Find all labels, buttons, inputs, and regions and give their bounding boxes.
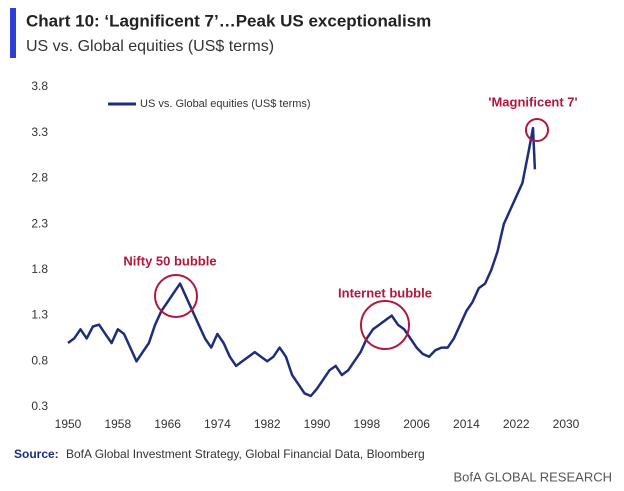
data-line [67, 126, 537, 398]
y-tick-label: 3.3 [31, 125, 48, 139]
y-tick-label: 2.3 [31, 216, 48, 230]
x-tick-label: 1950 [55, 417, 82, 431]
source-label: Source: [14, 447, 59, 461]
x-tick-label: 1990 [304, 417, 331, 431]
annotation-circle [360, 300, 410, 350]
x-tick-label: 1966 [154, 417, 181, 431]
annotation: Nifty 50 bubble [123, 253, 216, 268]
y-tick-label: 2.8 [31, 171, 48, 185]
annotation: 'Magnificent 7' [488, 94, 577, 109]
title-bar [10, 8, 16, 58]
annotation-circle [525, 118, 549, 142]
chart-title: Chart 10: ‘Lagnificent 7’…Peak US except… [26, 11, 431, 30]
y-tick-label: 0.8 [31, 353, 48, 367]
x-tick-label: 1982 [254, 417, 281, 431]
x-tick-label: 2014 [453, 417, 480, 431]
brand: BofA GLOBAL RESEARCH [454, 469, 612, 484]
x-tick-label: 2022 [503, 417, 530, 431]
annotation: Internet bubble [338, 285, 432, 300]
x-tick-label: 1998 [353, 417, 380, 431]
y-tick-label: 1.8 [31, 262, 48, 276]
x-tick-label: 1974 [204, 417, 231, 431]
x-tick-label: 1958 [104, 417, 131, 431]
y-tick-label: 3.8 [31, 79, 48, 93]
x-tick-label: 2030 [553, 417, 580, 431]
chart-subtitle: US vs. Global equities (US$ terms) [26, 38, 274, 55]
y-tick-label: 1.3 [31, 308, 48, 322]
x-tick-label: 2006 [403, 417, 430, 431]
legend-label: US vs. Global equities (US$ terms) [140, 98, 311, 110]
source-text: BofA Global Investment Strategy, Global … [66, 447, 425, 461]
annotation-circle [154, 274, 198, 318]
y-tick-label: 0.3 [31, 399, 48, 413]
